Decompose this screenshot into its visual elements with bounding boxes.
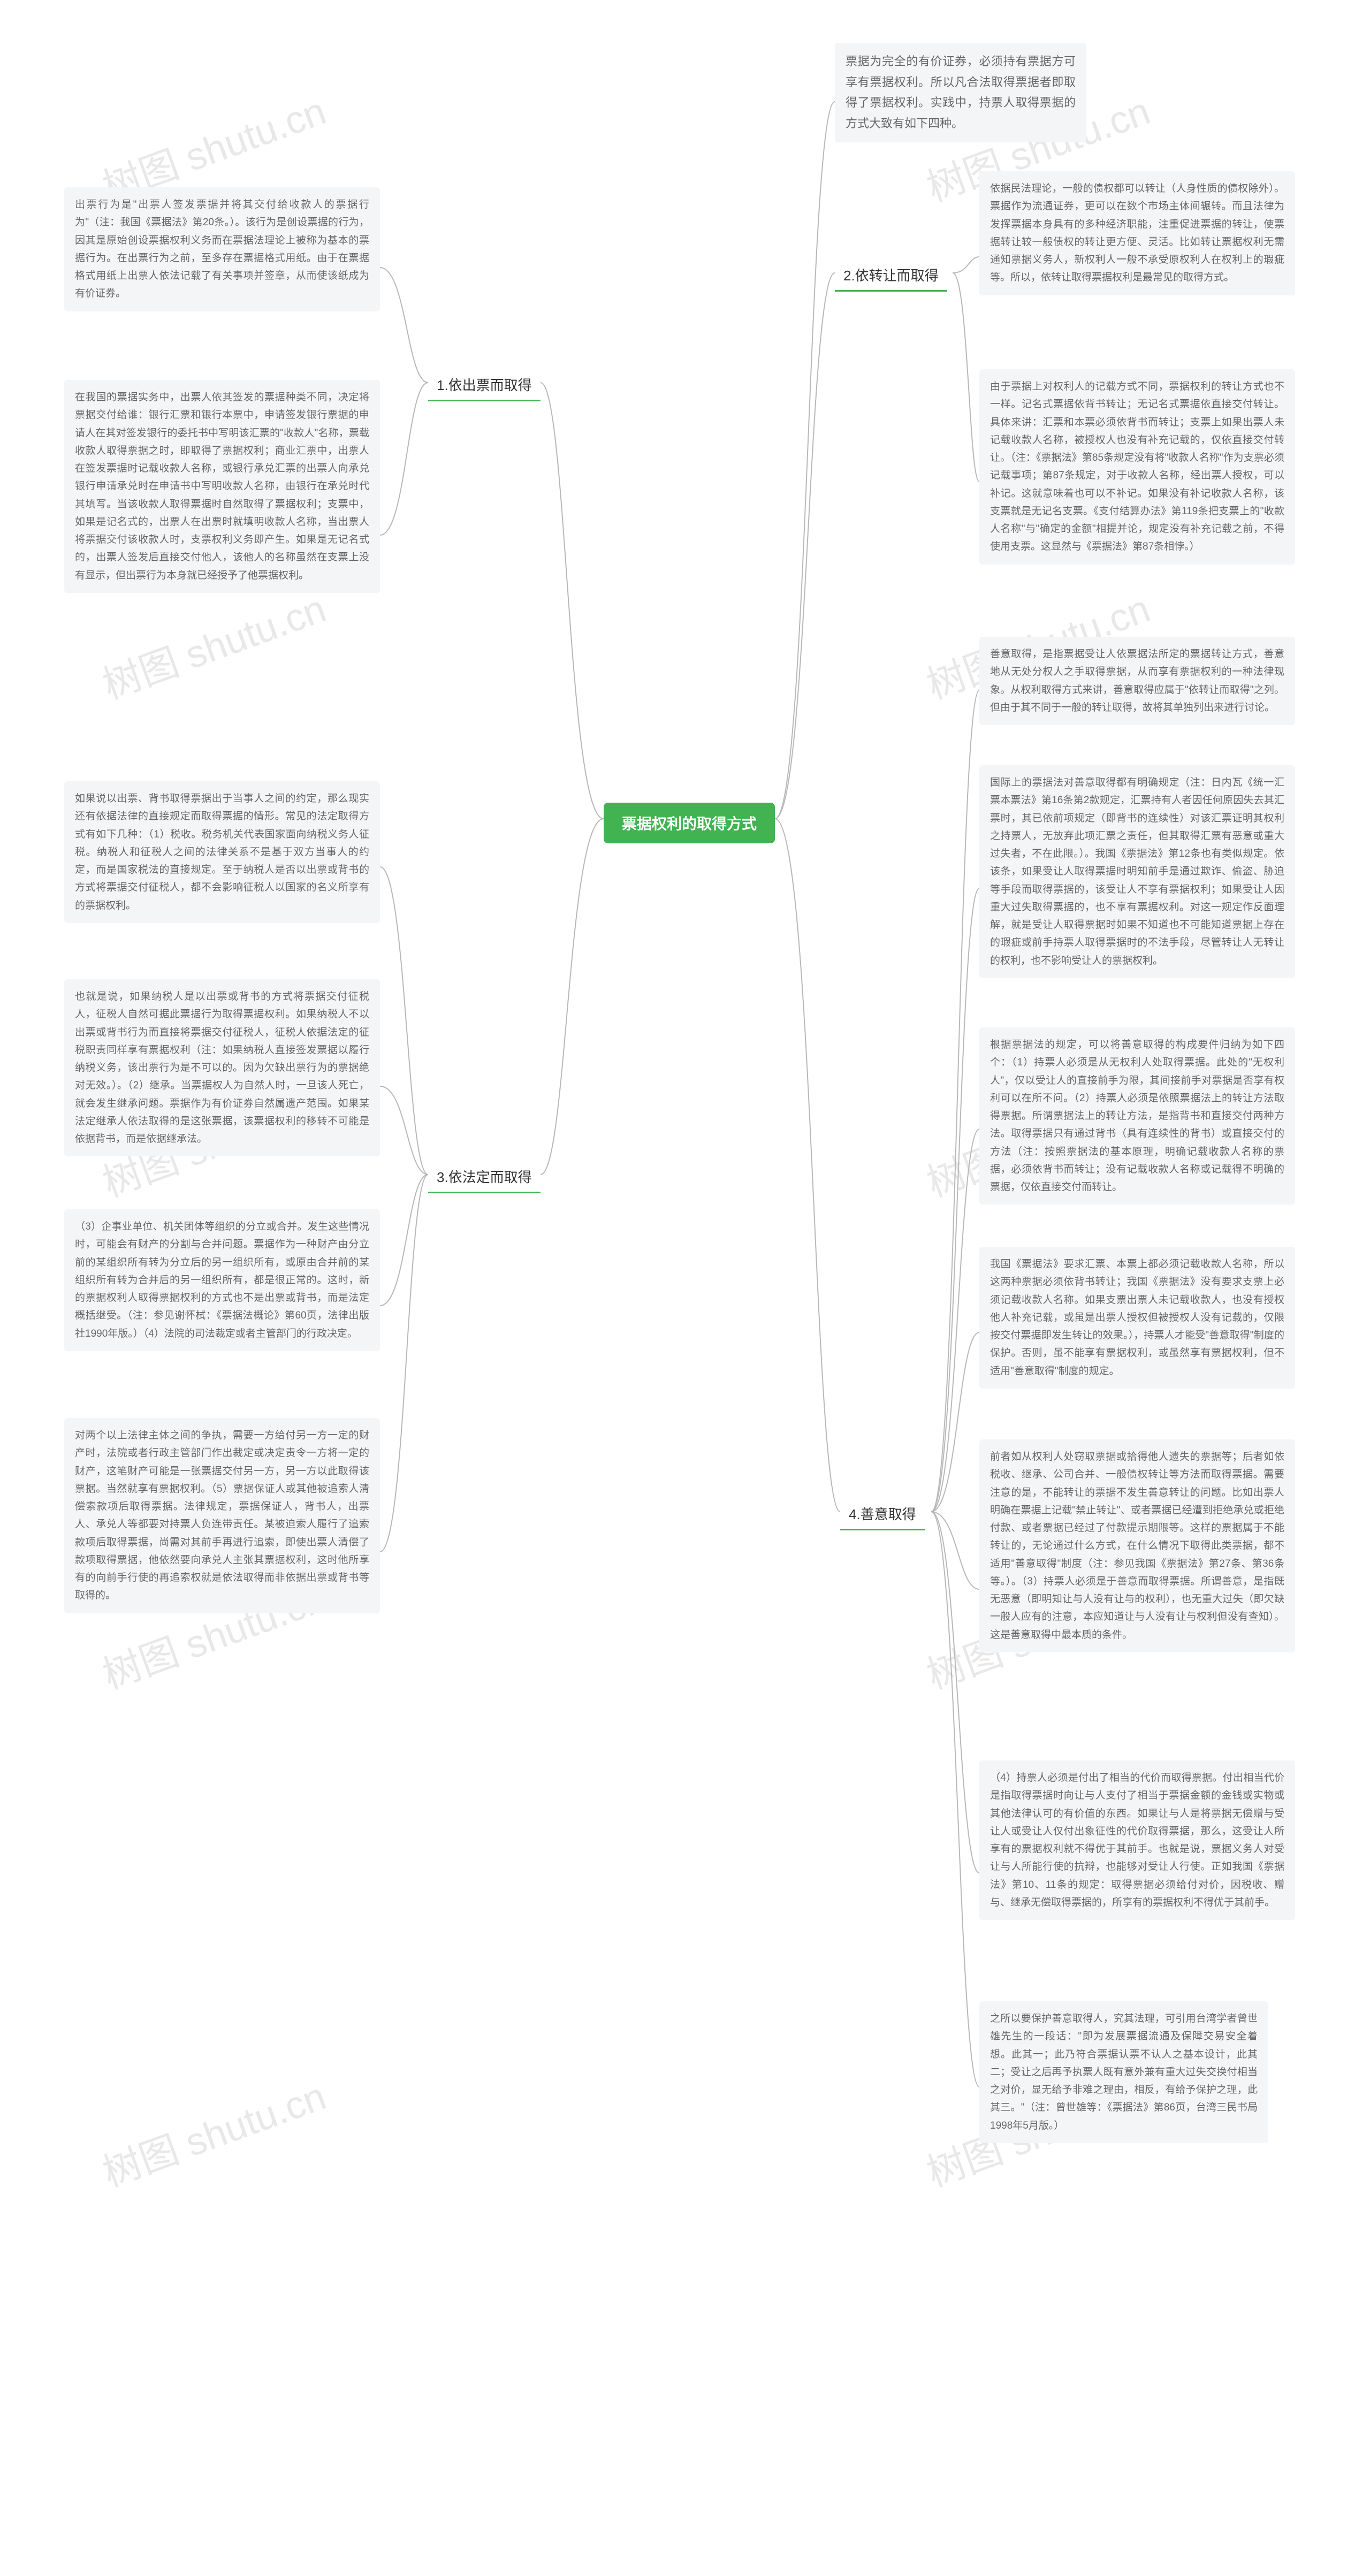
leaf-b4-1: 善意取得，是指票据受让人依票据法所定的票据转让方式，善意地从无处分权人之手取得票… <box>979 637 1295 725</box>
leaf-b3-3: （3）企事业单位、机关团体等组织的分立或合并。发生这些情况时，可能会有财产的分割… <box>64 1209 380 1351</box>
branch-1[interactable]: 1.依出票而取得 <box>428 369 541 401</box>
leaf-b4-2: 国际上的票据法对善意取得都有明确规定（注：日内瓦《统一汇票本票法》第16条第2款… <box>979 765 1295 978</box>
branch-3[interactable]: 3.依法定而取得 <box>428 1161 541 1193</box>
intro-leaf: 票据为完全的有价证券，必须持有票据方可享有票据权利。所以凡合法取得票据者即取得了… <box>835 43 1086 142</box>
leaf-b3-1: 如果说以出票、背书取得票据出于当事人之间的约定，那么现实还有依据法律的直接规定而… <box>64 781 380 923</box>
watermark: 树图 shutu.cn <box>94 577 332 710</box>
leaf-b1-1: 出票行为是"出票人签发票据并将其交付给收款人的票据行为"（注：我国《票据法》第2… <box>64 187 380 311</box>
leaf-b4-7: 之所以要保护善意取得人，究其法理，可引用台湾学者曾世雄先生的一段话："即为发展票… <box>979 2001 1268 2143</box>
leaf-b2-2: 由于票据上对权利人的记载方式不同，票据权利的转让方式也不一样。记名式票据依背书转… <box>979 369 1295 565</box>
leaf-b1-2: 在我国的票据实务中，出票人依其签发的票据种类不同，决定将票据交付给谁：银行汇票和… <box>64 380 380 593</box>
branch-2[interactable]: 2.依转让而取得 <box>835 260 947 292</box>
leaf-b2-1: 依据民法理论，一般的债权都可以转让（人身性质的债权除外）。票据作为流通证券，更可… <box>979 171 1295 295</box>
watermark: 树图 shutu.cn <box>94 2065 332 2198</box>
branch-4[interactable]: 4.善意取得 <box>840 1498 925 1530</box>
leaf-b3-2: 也就是说，如果纳税人是以出票或背书的方式将票据交付征税人，征税人自然可据此票据行… <box>64 979 380 1156</box>
leaf-b4-4: 我国《票据法》要求汇票、本票上都必须记载收款人名称，所以这两种票据必须依背书转让… <box>979 1247 1295 1389</box>
leaf-b4-6: （4）持票人必须是付出了相当的代价而取得票据。付出相当代价是指取得票据时向让与人… <box>979 1760 1295 1920</box>
leaf-b3-4: 对两个以上法律主体之间的争执，需要一方给付另一方一定的财产时，法院或者行政主管部… <box>64 1418 380 1613</box>
leaf-b4-5: 前者如从权利人处窃取票据或拾得他人遗失的票据等；后者如依税收、继承、公司合并、一… <box>979 1439 1295 1652</box>
center-node[interactable]: 票据权利的取得方式 <box>604 803 775 843</box>
leaf-b4-3: 根据票据法的规定，可以将善意取得的构成要件归纳为如下四个：（1）持票人必须是从无… <box>979 1027 1295 1205</box>
